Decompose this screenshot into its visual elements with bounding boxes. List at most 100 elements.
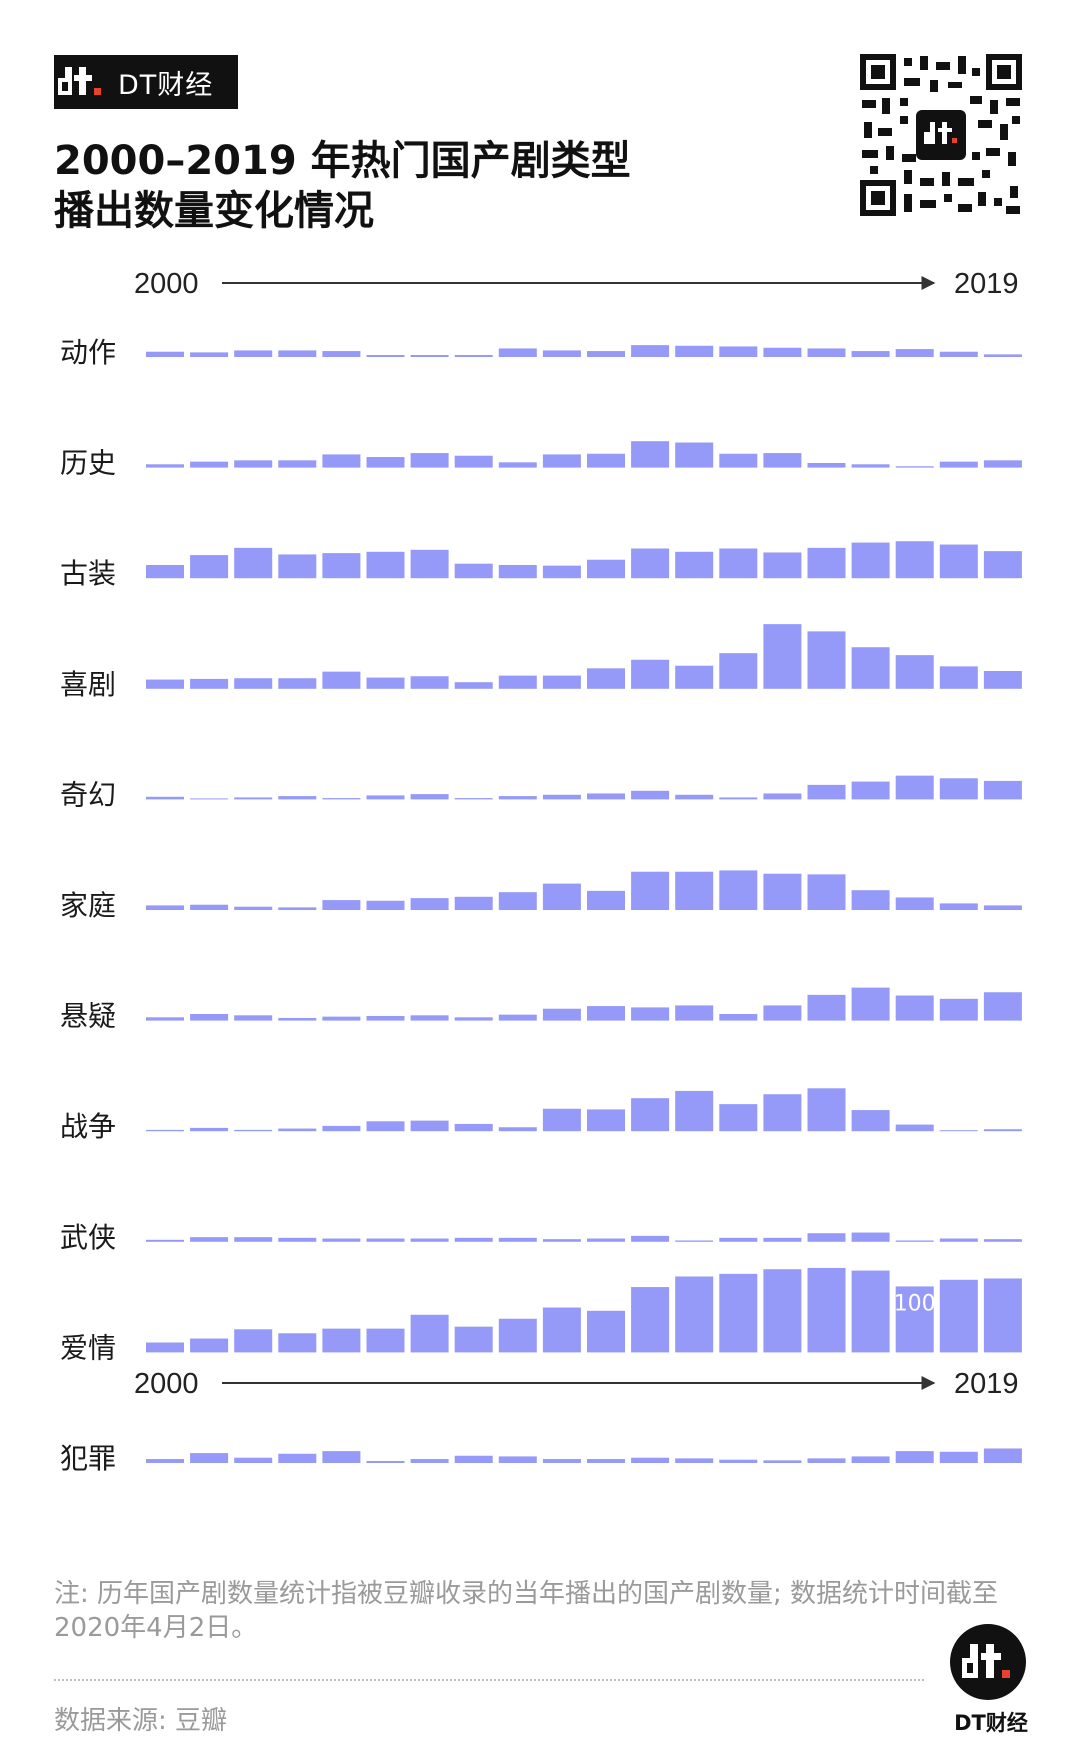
bar <box>763 1269 802 1353</box>
bar <box>807 631 846 689</box>
bar <box>366 355 405 357</box>
bar <box>454 1123 493 1132</box>
bar <box>587 453 625 468</box>
bar <box>498 1127 537 1132</box>
bar <box>498 462 537 468</box>
bar <box>807 547 846 579</box>
title-line-1: 2000–2019 年热门国产剧类型 <box>54 138 631 184</box>
bar <box>939 544 978 579</box>
bar <box>587 793 625 800</box>
bar <box>454 896 493 910</box>
bar <box>587 890 625 910</box>
bar <box>190 904 229 910</box>
series-row-8: 战争 <box>60 1088 1022 1143</box>
bar <box>587 1459 625 1463</box>
dt-logo-icon <box>58 67 101 95</box>
bar <box>939 998 978 1021</box>
bar <box>719 870 758 910</box>
bar <box>278 1453 317 1463</box>
bar <box>675 794 714 800</box>
bar <box>895 897 934 910</box>
bar <box>366 457 405 468</box>
bar <box>895 466 934 468</box>
bar <box>807 994 846 1021</box>
bar <box>542 350 581 357</box>
bar <box>631 1098 670 1132</box>
bar <box>322 1451 361 1463</box>
bar <box>234 906 273 910</box>
bar <box>234 1015 273 1021</box>
bar <box>366 1238 405 1242</box>
bar <box>278 1017 317 1021</box>
bar <box>807 1458 846 1463</box>
bar <box>454 455 493 468</box>
bar <box>234 547 273 579</box>
bar <box>278 907 317 910</box>
bar <box>410 676 449 689</box>
bar <box>542 1008 581 1021</box>
bar <box>939 1130 978 1132</box>
bar <box>366 1015 405 1021</box>
bar <box>454 1237 493 1242</box>
bar <box>851 351 890 357</box>
series-row-5: 奇幻 <box>60 775 1022 811</box>
bar <box>234 1129 273 1132</box>
bar <box>542 565 581 579</box>
bar <box>719 1237 758 1242</box>
bar <box>587 351 625 357</box>
bar <box>895 541 934 579</box>
bar <box>410 453 449 468</box>
bar <box>587 1109 625 1132</box>
bar <box>278 1128 317 1132</box>
dt-logo-icon <box>950 1624 1026 1700</box>
bar <box>454 355 493 357</box>
bar <box>366 677 405 689</box>
bar <box>719 548 758 579</box>
bar <box>498 1456 537 1463</box>
series-label: 历史 <box>60 447 116 480</box>
bar <box>895 995 934 1021</box>
bar <box>851 1110 890 1132</box>
bar <box>278 460 317 468</box>
bar <box>322 1328 361 1353</box>
bar <box>807 1233 846 1242</box>
bar <box>234 1457 273 1463</box>
bar <box>234 1237 273 1242</box>
bar <box>190 352 229 357</box>
bar <box>146 1239 184 1242</box>
bar <box>631 441 670 468</box>
series-label: 犯罪 <box>60 1442 116 1475</box>
page-title: 2000–2019 年热门国产剧类型 播出数量变化情况 <box>54 136 631 236</box>
bar <box>983 780 1022 800</box>
qr-code-icon[interactable] <box>860 54 1022 216</box>
bar <box>498 565 537 579</box>
bar <box>983 1448 1022 1463</box>
bar <box>983 905 1022 910</box>
bar <box>939 1451 978 1463</box>
bar <box>454 1326 493 1353</box>
bar <box>895 1240 934 1242</box>
bar <box>631 1007 670 1021</box>
bar <box>454 798 493 800</box>
series-row-10: 爱情 100 <box>60 1267 1022 1364</box>
bar <box>322 1125 361 1132</box>
bar <box>146 679 184 689</box>
timeline-bottom-start-label: 2000 <box>134 1368 199 1400</box>
bar <box>675 345 714 357</box>
footnote: 注: 历年国产剧数量统计指被豆瓣收录的当年播出的国产剧数量; 数据统计时间截至2… <box>54 1579 999 1643</box>
timeline-top-start-label: 2000 <box>134 268 199 300</box>
brand-logo: DT财经 <box>54 55 238 109</box>
bar <box>410 1120 449 1132</box>
bar <box>719 453 758 468</box>
bar <box>851 1232 890 1242</box>
bar <box>542 1307 581 1353</box>
series-label: 动作 <box>60 336 116 369</box>
bar <box>146 1342 184 1353</box>
bar <box>631 1287 670 1353</box>
bar <box>675 551 714 579</box>
bar <box>454 1455 493 1463</box>
series-label: 武侠 <box>60 1221 116 1254</box>
bar <box>322 553 361 579</box>
